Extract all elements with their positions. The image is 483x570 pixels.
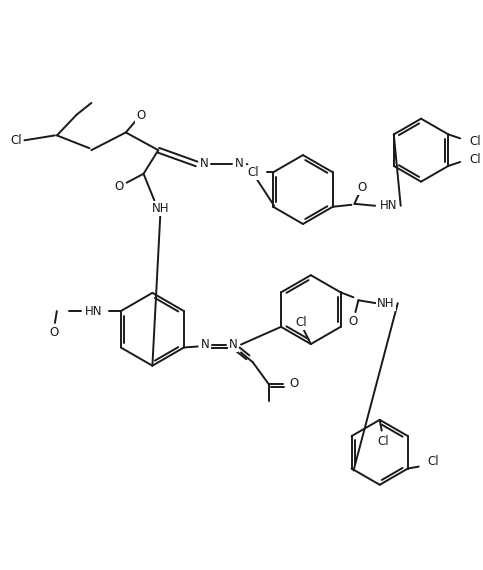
- Text: N: N: [235, 157, 243, 170]
- Text: Cl: Cl: [248, 166, 259, 179]
- Text: O: O: [136, 109, 145, 122]
- Text: O: O: [114, 180, 124, 193]
- Text: NH: NH: [377, 297, 395, 310]
- Text: N: N: [229, 338, 238, 351]
- Text: HN: HN: [85, 304, 102, 317]
- Text: O: O: [289, 377, 299, 390]
- Text: Cl: Cl: [469, 153, 481, 165]
- Text: HN: HN: [380, 200, 398, 212]
- Text: O: O: [349, 315, 358, 328]
- Text: Cl: Cl: [469, 135, 481, 148]
- Text: N: N: [201, 338, 210, 351]
- Text: Cl: Cl: [11, 134, 23, 147]
- Text: NH: NH: [152, 202, 169, 215]
- Text: Cl: Cl: [378, 435, 389, 448]
- Text: N: N: [200, 157, 209, 170]
- Text: Cl: Cl: [427, 455, 439, 468]
- Text: O: O: [358, 181, 367, 194]
- Text: O: O: [49, 326, 58, 339]
- Text: Cl: Cl: [295, 316, 307, 329]
